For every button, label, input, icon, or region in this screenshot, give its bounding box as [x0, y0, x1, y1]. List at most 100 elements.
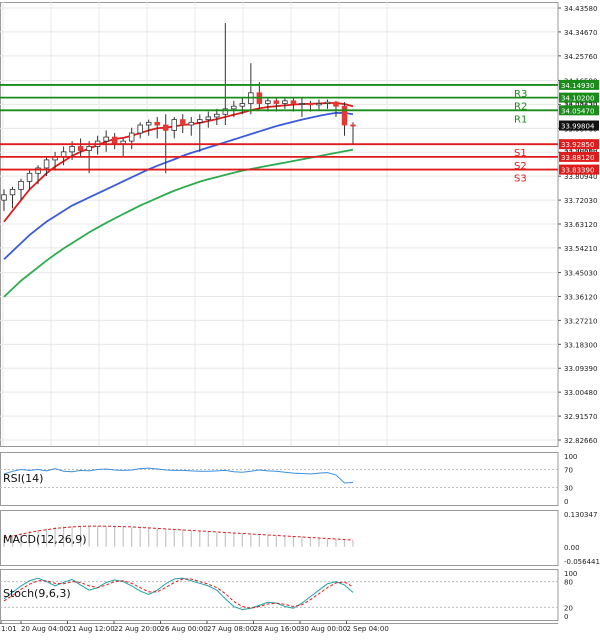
overlapped-axis-label: 33.90860 [564, 147, 597, 155]
level-price-label-s1: 33.92850 [561, 141, 594, 149]
y-tick-label: 33.00480 [564, 389, 597, 397]
candle-body [222, 108, 229, 115]
stoch-k-line [3, 577, 354, 611]
level-price-box-s1 [559, 139, 599, 150]
candle-body [307, 103, 314, 106]
level-price-label-s2: 33.88120 [561, 154, 594, 162]
level-price-box-s2 [559, 151, 599, 162]
candle-body [341, 105, 348, 126]
candle-body [231, 105, 237, 110]
y-tick-label: 33.54210 [564, 245, 597, 253]
macd-signal-line [3, 525, 354, 541]
level-name-s2: S2 [514, 161, 527, 172]
candle-body [86, 146, 92, 151]
candle-body [69, 146, 75, 153]
x-tick-label: 28 Aug 16:00 [254, 625, 301, 633]
y-tick-label: 34.25760 [564, 53, 597, 61]
stoch-tick-label: 0 [564, 613, 568, 621]
candle-body [43, 159, 50, 169]
macd-tick-label: 0.00 [564, 544, 580, 552]
ma-slow-line [3, 148, 354, 298]
candle-body [103, 136, 109, 142]
level-price-box-r1 [559, 105, 599, 116]
candle-body [128, 132, 135, 142]
level-price-label-r1: 34.05470 [561, 107, 594, 115]
candle-body [324, 101, 331, 104]
x-tick-label: 27 Aug 08:00 [207, 625, 254, 633]
level-name-r2: R2 [514, 102, 527, 113]
rsi-tick-label: 70 [564, 467, 573, 475]
y-tick-label: 32.91570 [564, 413, 597, 421]
current-price-box [559, 120, 599, 131]
y-tick-label: 34.34670 [564, 29, 597, 37]
y-tick-label: 33.45030 [564, 270, 597, 278]
candle-body [282, 100, 288, 104]
rsi-line [3, 467, 354, 484]
ma-fast-line [3, 102, 354, 223]
level-name-s3: S3 [514, 174, 527, 185]
level-name-r1: R1 [514, 114, 527, 125]
candle-body [18, 180, 24, 190]
rsi-tick-label: 0 [564, 498, 568, 506]
pane-frame-1 [0, 452, 559, 506]
macd-tick-label: 0.130347 [564, 511, 597, 519]
macd-title: MACD(12,26,9) [3, 533, 87, 546]
candle-body [205, 116, 212, 121]
y-tick-label: 33.63120 [564, 221, 597, 229]
x-tick-label: 26 Aug 00:00 [161, 625, 208, 633]
y-tick-label: 33.09390 [564, 365, 597, 373]
x-tick-label: 30 Aug 00:00 [300, 625, 347, 633]
stoch-tick-label: 80 [564, 579, 573, 587]
level-name-s1: S1 [514, 148, 527, 159]
rsi-title: RSI(14) [3, 472, 43, 485]
candle-body [162, 124, 169, 131]
pane-frame-3 [0, 569, 559, 621]
candle-body [239, 103, 246, 107]
level-price-label-s3: 33.83390 [561, 167, 594, 175]
x-tick-label: 2 Sep 04:00 [347, 625, 389, 633]
candle-body [290, 100, 297, 104]
level-name-r3: R3 [514, 89, 527, 100]
x-tick-label: 1:01 [1, 625, 17, 633]
rsi-tick-label: 30 [564, 485, 573, 493]
y-tick-label: 33.80940 [564, 173, 597, 181]
y-tick-label: 33.36120 [564, 293, 597, 301]
candle-body [111, 136, 118, 145]
y-tick-label: 34.43580 [564, 5, 597, 13]
candle-body [154, 121, 160, 126]
rsi-tick-label: 100 [564, 453, 577, 461]
candle-body [316, 103, 322, 106]
candle-body [9, 189, 16, 196]
candle-body [77, 146, 84, 151]
overlapped-axis-label: 34.08250 [564, 100, 597, 108]
candle-body [350, 124, 356, 127]
level-price-box-s3 [559, 164, 599, 175]
stoch-tick-label: 100 [564, 570, 577, 578]
candle-body [333, 101, 339, 107]
candle-body [197, 119, 203, 123]
x-tick-label: 22 Aug 20:00 [114, 625, 161, 633]
pane-frame-2 [0, 510, 559, 566]
candle-body [171, 119, 177, 131]
level-price-label-r2: 34.10200 [561, 95, 594, 103]
macd-tick-label: -0.056441 [564, 558, 600, 566]
stoch-tick-label: 20 [564, 604, 573, 612]
level-price-box-r3 [559, 79, 599, 90]
candle-body [180, 119, 186, 126]
candle-body [26, 172, 33, 182]
y-tick-label: 33.72030 [564, 197, 597, 205]
y-tick-label: 32.82660 [564, 437, 597, 445]
candle-body [273, 100, 280, 104]
candle-body [299, 103, 305, 105]
y-tick-label: 33.18300 [564, 341, 597, 349]
candle-body [35, 167, 41, 174]
level-price-box-r2 [559, 92, 599, 103]
candle-body [137, 124, 143, 134]
current-price-label: 33.99804 [561, 123, 595, 131]
x-tick-label: 21 Aug 12:00 [68, 625, 115, 633]
candle-body [214, 113, 220, 118]
candle-body [265, 100, 271, 104]
